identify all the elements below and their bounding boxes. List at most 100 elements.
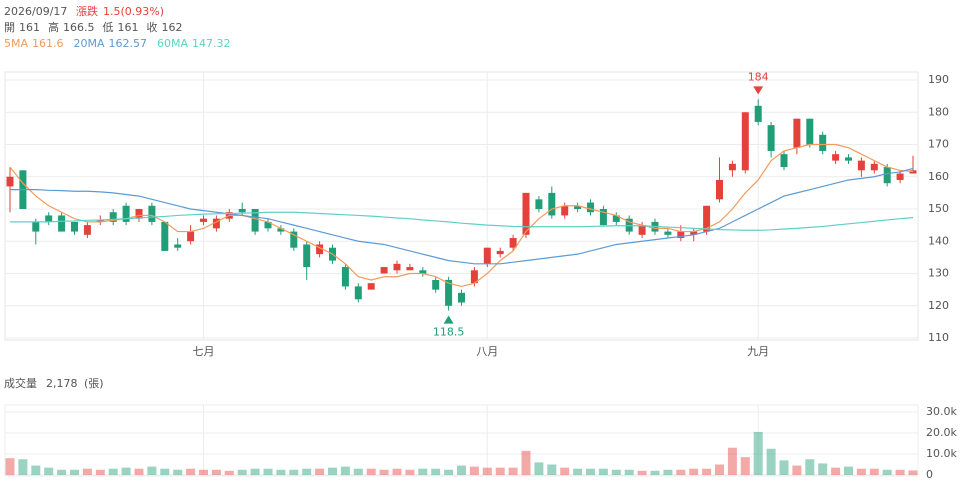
volume-bar <box>457 465 466 475</box>
change: 1.5(0.93%) <box>103 5 164 18</box>
legend-value: 162.57 <box>109 37 148 50</box>
candle-body <box>58 215 66 232</box>
volume-latest: 2,178 <box>46 377 78 390</box>
candle-body <box>212 218 220 229</box>
candle-body <box>32 221 40 232</box>
legend-value: 161.6 <box>32 37 64 50</box>
candle-body <box>599 209 607 226</box>
ohlc-value: 162 <box>162 21 183 34</box>
candle-body <box>316 244 324 255</box>
y-tick-label: 170 <box>928 138 949 151</box>
candle-body <box>612 215 620 222</box>
y-tick-label: 190 <box>928 73 949 86</box>
candle-body <box>148 205 156 222</box>
volume-bar <box>328 467 337 475</box>
candle-body <box>174 244 182 248</box>
x-tick-label: 七月 <box>193 345 215 358</box>
candle-body <box>380 267 388 274</box>
candle-body <box>574 205 582 209</box>
volume-bar <box>792 465 802 475</box>
volume-bar <box>624 469 634 475</box>
max-marker <box>753 86 764 95</box>
volume-bar <box>405 469 415 475</box>
volume-title: 成交量 <box>4 376 37 390</box>
ma-line <box>10 211 914 231</box>
candle-body <box>251 209 259 232</box>
volume-bar <box>534 462 544 475</box>
volume-bar <box>869 468 879 475</box>
y-tick-label: 150 <box>928 202 949 215</box>
volume-bar <box>418 468 428 475</box>
ohlc-label: 高 <box>48 20 59 34</box>
candle-body <box>857 160 865 171</box>
volume-bar <box>495 467 505 475</box>
volume-bar <box>315 468 325 475</box>
volume-bar <box>689 468 699 475</box>
volume-bar <box>856 468 866 475</box>
candle-body <box>341 267 349 287</box>
x-tick-label: 九月 <box>747 345 769 358</box>
candle-body <box>522 192 530 235</box>
volume-bar <box>560 467 570 475</box>
candle-body <box>71 221 78 232</box>
legend-name: 60MA <box>157 37 188 50</box>
candle-body <box>819 134 827 151</box>
candle-body <box>806 118 814 145</box>
volume-bar <box>353 468 363 475</box>
candle-body <box>767 125 775 151</box>
volume-bar <box>134 468 144 475</box>
candle-body <box>367 283 375 290</box>
candle-body <box>135 209 143 219</box>
volume-bar <box>340 466 350 475</box>
candle-body <box>470 270 478 284</box>
volume-bar <box>469 466 479 475</box>
volume-bar <box>715 464 724 475</box>
candle-body <box>677 231 685 239</box>
volume-bar <box>547 464 557 475</box>
volume-bar <box>199 469 208 475</box>
candle-body <box>896 173 904 180</box>
volume-bar <box>147 466 157 475</box>
candle-body <box>496 250 504 255</box>
volume-bar <box>379 469 389 475</box>
candle-body <box>83 225 91 235</box>
volume-bar <box>740 457 750 475</box>
y-tick-label: 160 <box>928 170 949 183</box>
candle-body <box>535 199 543 209</box>
candle-body <box>548 192 556 216</box>
candle-body <box>483 247 491 264</box>
candle-body <box>303 244 311 268</box>
y-tick-label: 20.0k <box>926 426 957 439</box>
volume-bar <box>302 468 312 475</box>
volume-bar <box>276 469 286 475</box>
volume-bar <box>611 469 621 475</box>
volume-bar <box>5 458 15 475</box>
date: 2026/09/17 <box>4 5 67 18</box>
ohlc-label: 開 <box>4 21 15 34</box>
volume-bar <box>250 468 260 475</box>
candle-body <box>845 157 852 161</box>
volume-bar <box>44 467 54 475</box>
ohlc-value: 161 <box>118 21 139 34</box>
candle-body <box>290 231 298 248</box>
y-tick-label: 0 <box>926 468 933 481</box>
candle-body <box>587 202 594 213</box>
candle-body <box>793 118 801 148</box>
volume-bar <box>95 469 105 475</box>
volume-bar <box>908 470 918 475</box>
min-marker <box>443 315 454 324</box>
volume-bar <box>805 459 815 475</box>
volume-bar <box>366 468 376 475</box>
candle-body <box>741 112 749 171</box>
candle-body <box>458 292 465 303</box>
volume-bar <box>211 469 221 475</box>
volume-bar <box>392 468 402 475</box>
volume-bar <box>263 468 273 475</box>
candle-body <box>393 263 401 271</box>
y-tick-label: 130 <box>928 267 949 280</box>
candle-body <box>703 205 711 232</box>
volume-bar <box>586 468 595 475</box>
candle-body <box>728 163 736 171</box>
ohlc-value: 161 <box>19 21 40 34</box>
